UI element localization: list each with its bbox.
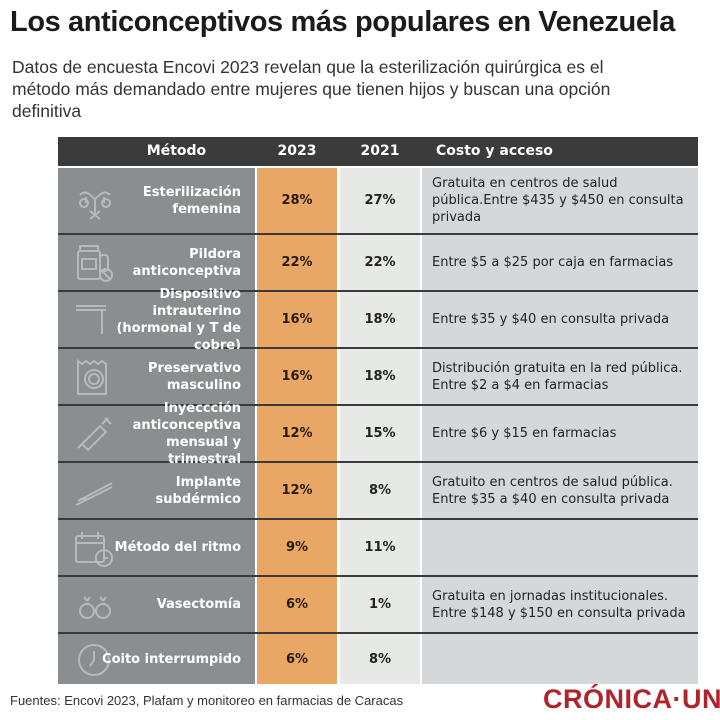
value-2021: 22% — [340, 235, 420, 290]
header-2023: 2023 — [257, 137, 337, 166]
value-2021: 8% — [340, 463, 420, 518]
value-2021: 27% — [340, 168, 420, 233]
table-row: Pildora anticonceptiva 22% 22% Entre $5 … — [58, 235, 698, 292]
method-label: Inyeccción anticonceptiva mensual y trim… — [132, 400, 241, 467]
table-row: Vasectomía 6% 1% Gratuita en jornadas in… — [58, 577, 698, 634]
cost-cell: Entre $35 y $40 en consulta privada — [422, 292, 698, 347]
header-cost: Costo y acceso — [422, 137, 698, 166]
method-cell: Pildora anticonceptiva — [58, 235, 255, 290]
cost-cell — [422, 634, 698, 684]
method-label: Vasectomía — [156, 597, 241, 612]
method-label: Dispositivo intrauterino (hormonal y T d… — [116, 286, 241, 353]
value-2021: 1% — [340, 577, 420, 632]
table-row: Inyeccción anticonceptiva mensual y trim… — [58, 401, 698, 467]
cost-cell: Gratuita en jornadas institucionales. En… — [422, 577, 698, 632]
value-2023: 9% — [257, 520, 337, 575]
method-label: Esterilización femenina — [142, 184, 241, 217]
methods-table: Método 2023 2021 Costo y acceso Esterili… — [58, 137, 698, 684]
table-row: Implante subdérmico 12% 8% Gratuito en c… — [58, 463, 698, 520]
value-2021: 18% — [340, 292, 420, 347]
method-cell: Inyeccción anticonceptiva mensual y trim… — [58, 401, 255, 467]
value-2021: 11% — [340, 520, 420, 575]
cost-cell — [422, 520, 698, 575]
method-cell: Coito interrumpido — [58, 634, 255, 684]
value-2023: 22% — [257, 235, 337, 290]
method-cell: Dispositivo intrauterino (hormonal y T d… — [58, 287, 255, 353]
table-row: Preservativo masculino 16% 18% Distribuc… — [58, 349, 698, 406]
page-title: Los anticonceptivos más populares en Ven… — [10, 6, 675, 38]
method-cell: Preservativo masculino — [58, 349, 255, 404]
iud-icon — [76, 304, 106, 334]
value-2021: 15% — [340, 406, 420, 461]
table-row: Dispositivo intrauterino (hormonal y T d… — [58, 287, 698, 353]
method-label: Pildora anticonceptiva — [132, 246, 241, 279]
condom-icon — [77, 358, 107, 395]
uterus-icon — [79, 191, 111, 220]
cost-cell: Entre $6 y $15 en farmacias — [422, 406, 698, 461]
value-2023: 6% — [257, 634, 337, 684]
cronica-uno-logo: CRÓNICA·UNO — [543, 684, 720, 714]
pill-bottle-icon — [77, 244, 113, 282]
method-label: Implante subdérmico — [155, 474, 241, 507]
method-cell: Método del ritmo — [58, 520, 255, 575]
subtitle: Datos de encuesta Encovi 2023 revelan qu… — [12, 57, 611, 121]
table-row: Esterilización femenina 28% 27% Gratuita… — [58, 168, 698, 235]
method-label: Preservativo masculino — [147, 360, 241, 393]
table-row: Coito interrumpido 6% 8% — [58, 634, 698, 684]
value-2023: 6% — [257, 577, 337, 632]
method-cell: Implante subdérmico — [58, 463, 255, 518]
calendar-clock-icon — [75, 531, 113, 567]
testicles-icon — [79, 595, 111, 619]
value-2023: 16% — [257, 292, 337, 347]
value-2023: 12% — [257, 406, 337, 461]
implant-icon — [75, 481, 113, 506]
source-note: Fuentes: Encovi 2023, Plafam y monitoreo… — [10, 693, 404, 708]
value-2021: 8% — [340, 634, 420, 684]
cost-cell: Entre $5 a $25 por caja en farmacias — [422, 235, 698, 290]
syringe-icon — [77, 416, 112, 451]
method-cell: Vasectomía — [58, 577, 255, 632]
header-2021: 2021 — [340, 137, 420, 166]
value-2021: 18% — [340, 349, 420, 404]
method-cell: Esterilización femenina — [58, 168, 255, 233]
cost-cell: Gratuita en centros de salud pública.Ent… — [422, 168, 698, 233]
value-2023: 16% — [257, 349, 337, 404]
clock-icon — [78, 644, 110, 676]
table-header: Método 2023 2021 Costo y acceso — [58, 137, 698, 168]
header-method: Método — [58, 137, 255, 166]
value-2023: 28% — [257, 168, 337, 233]
cost-cell: Gratuito en centros de salud pública. En… — [422, 463, 698, 518]
method-label: Coito interrumpido — [102, 651, 241, 667]
method-label: Método del ritmo — [114, 540, 241, 555]
table-row: Método del ritmo 9% 11% — [58, 520, 698, 577]
value-2023: 12% — [257, 463, 337, 518]
cost-cell: Distribución gratuita en la red pública.… — [422, 349, 698, 404]
